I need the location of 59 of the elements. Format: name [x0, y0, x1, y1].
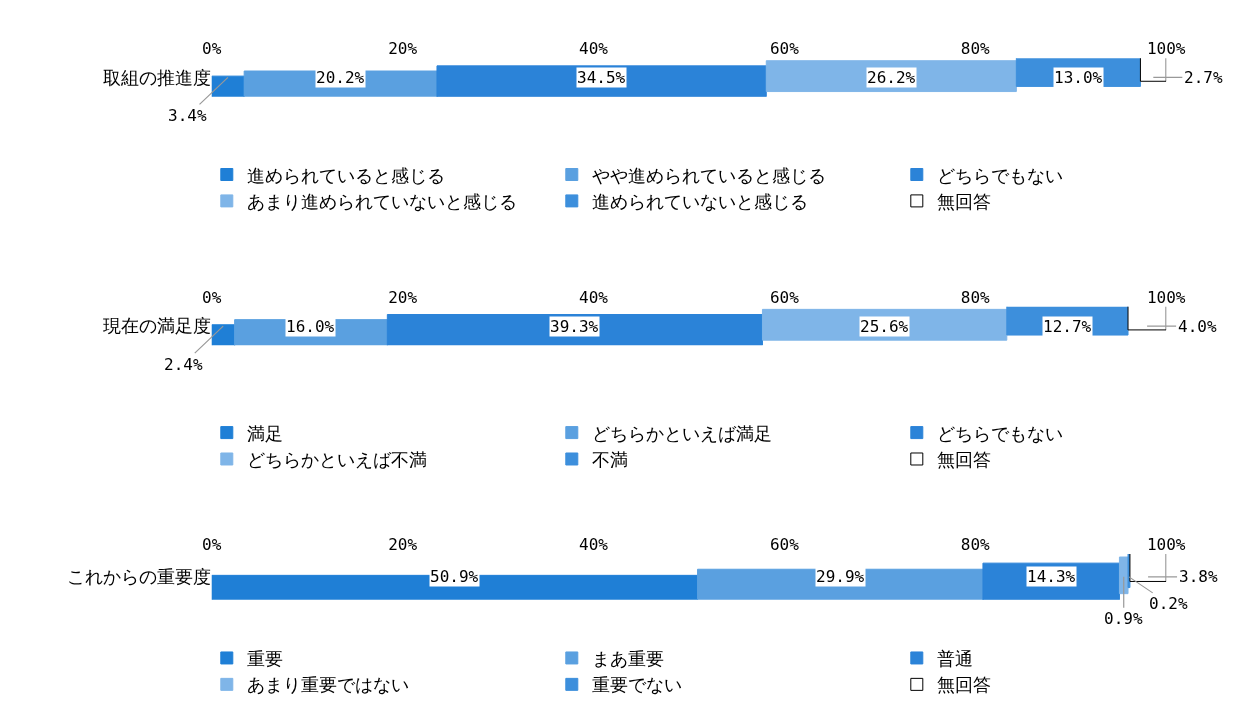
x-tick-label: 100% — [1146, 38, 1186, 58]
y-tick-label: 取組の推進度 — [102, 66, 211, 88]
x-tick-label: 40% — [579, 287, 609, 307]
legend-label: まあ重要 — [591, 647, 664, 669]
legend-label: 重要 — [246, 647, 283, 669]
data-label: 4.0% — [1178, 317, 1217, 336]
legend-label: 無回答 — [936, 190, 991, 212]
x-tick-label: 60% — [769, 287, 800, 307]
legend-label: どちらかといえば不満 — [246, 449, 427, 471]
bar — [761, 308, 1008, 341]
legend-label: どちらでもない — [936, 422, 1063, 444]
x-tick-label: 100% — [1146, 534, 1186, 554]
legend-label: 不満 — [591, 449, 628, 471]
data-label: 39.3% — [550, 317, 599, 336]
x-tick-label: 100% — [1146, 287, 1186, 307]
data-label: 2.4% — [164, 355, 203, 374]
legend-label: どちらかといえば満足 — [591, 422, 772, 444]
x-tick-label: 40% — [579, 38, 609, 58]
legend-label: 満足 — [246, 422, 283, 444]
data-label: 34.5% — [577, 68, 626, 87]
data-label: 3.8% — [1179, 567, 1218, 586]
legend-label: あまり重要ではない — [246, 674, 409, 696]
legend-label: 進められていないと感じる — [591, 190, 808, 212]
x-tick-label: 20% — [388, 534, 418, 554]
data-label: 13.0% — [1054, 68, 1103, 87]
data-label: 20.2% — [316, 68, 365, 87]
data-label: 29.9% — [816, 567, 865, 586]
data-label: 50.9% — [430, 567, 479, 586]
y-tick-label: 現在の満足度 — [102, 315, 211, 337]
data-label: 16.0% — [286, 317, 335, 336]
data-label: 0.9% — [1104, 609, 1143, 628]
bar — [765, 60, 1017, 93]
x-tick-label: 0% — [202, 287, 222, 307]
x-tick-label: 80% — [960, 287, 991, 307]
data-label: 0.2% — [1149, 594, 1188, 613]
data-label: 26.2% — [867, 68, 916, 87]
data-label: 25.6% — [860, 317, 909, 336]
x-tick-label: 60% — [769, 534, 800, 554]
data-label: 3.4% — [168, 106, 207, 125]
data-label: 12.7% — [1043, 317, 1092, 336]
x-tick-label: 20% — [388, 287, 418, 307]
x-tick-label: 80% — [960, 38, 991, 58]
legend-label: 無回答 — [936, 449, 991, 471]
data-label: 14.3% — [1027, 567, 1076, 586]
legend-label: 重要でない — [591, 674, 682, 696]
legend-label: 無回答 — [936, 674, 991, 696]
x-tick-label: 0% — [202, 38, 222, 58]
legend-label: あまり進められていないと感じる — [246, 190, 517, 212]
x-tick-label: 80% — [960, 534, 991, 554]
legend-label: 進められていると感じる — [246, 164, 445, 186]
x-tick-label: 0% — [202, 534, 222, 554]
x-tick-label: 60% — [769, 38, 800, 58]
y-tick-label: これからの重要度 — [66, 566, 211, 588]
legend-label: 普通 — [936, 647, 973, 669]
x-tick-label: 20% — [388, 38, 418, 58]
legend-label: やや進められていると感じる — [591, 164, 826, 186]
legend-label: どちらでもない — [936, 164, 1063, 186]
x-tick-label: 40% — [579, 534, 609, 554]
data-label: 2.7% — [1184, 68, 1223, 87]
